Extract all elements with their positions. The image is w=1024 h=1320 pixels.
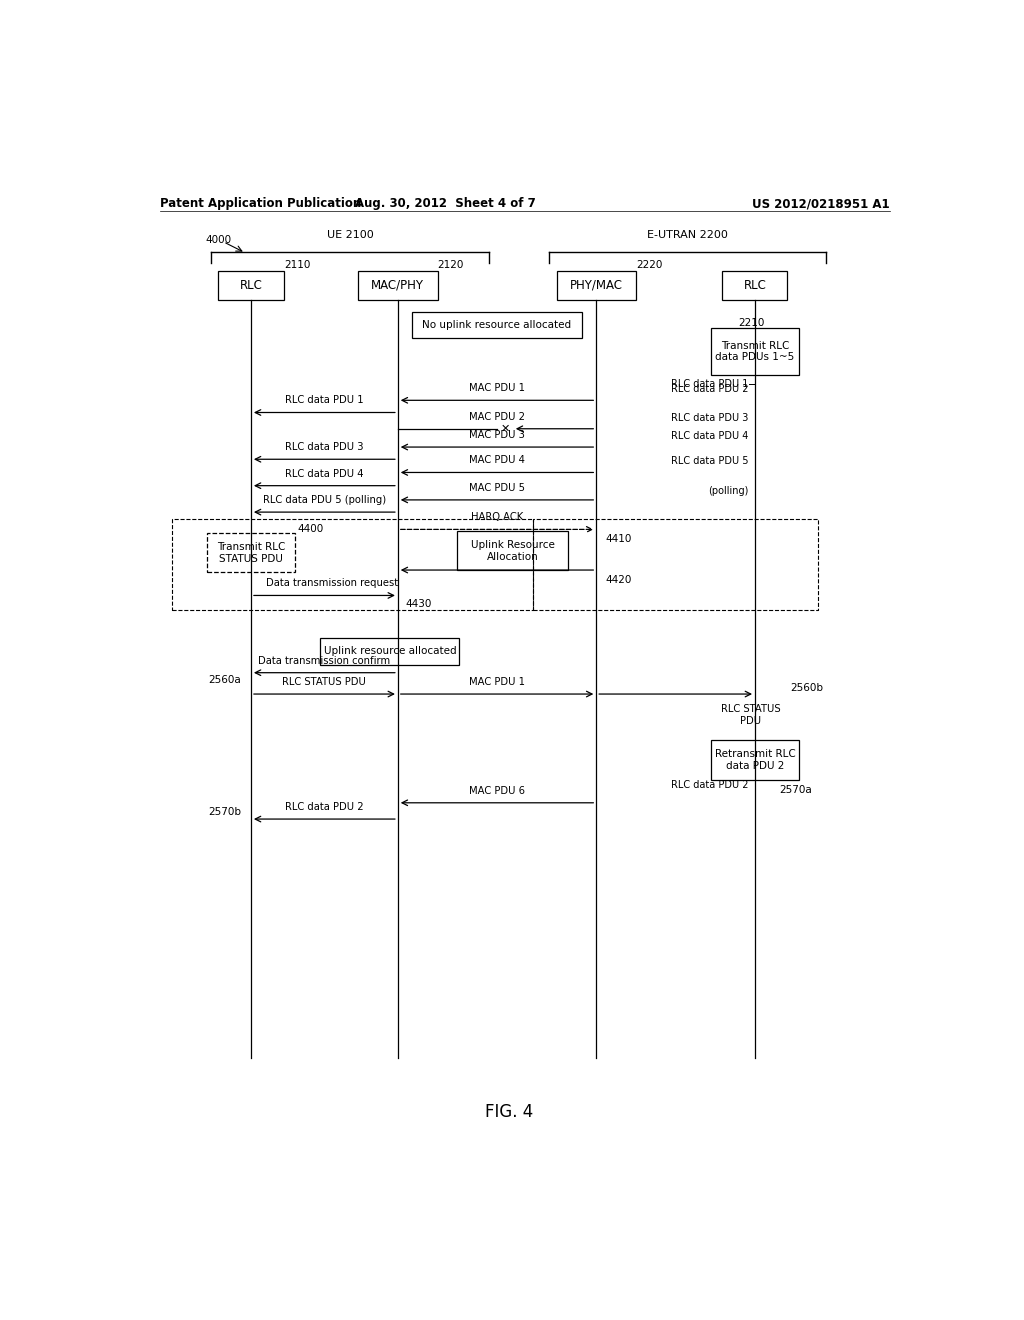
Text: Data transmission confirm: Data transmission confirm	[258, 656, 390, 665]
Bar	[218, 271, 284, 300]
Text: 2220: 2220	[636, 260, 663, 271]
Text: RLC data PDU 4: RLC data PDU 4	[671, 430, 749, 441]
Text: Retransmit RLC
data PDU 2: Retransmit RLC data PDU 2	[715, 750, 796, 771]
Text: MAC PDU 6: MAC PDU 6	[469, 785, 525, 796]
Text: MAC/PHY: MAC/PHY	[372, 279, 424, 292]
Text: Patent Application Publication: Patent Application Publication	[160, 197, 361, 210]
Text: ✕: ✕	[501, 424, 510, 434]
Text: 2560b: 2560b	[790, 682, 823, 693]
Text: 4410: 4410	[606, 535, 632, 544]
Text: E-UTRAN 2200: E-UTRAN 2200	[647, 230, 728, 240]
Text: 4430: 4430	[406, 598, 432, 609]
Bar	[358, 271, 437, 300]
Text: RLC data PDU 1: RLC data PDU 1	[285, 396, 364, 405]
Text: RLC data PDU 2: RLC data PDU 2	[671, 384, 749, 395]
Text: RLC STATUS
PDU: RLC STATUS PDU	[721, 704, 780, 726]
Bar	[458, 532, 568, 570]
Text: MAC PDU 3: MAC PDU 3	[469, 430, 525, 440]
Text: MAC PDU 1: MAC PDU 1	[469, 677, 525, 686]
Bar	[412, 312, 583, 338]
Text: 4400: 4400	[297, 524, 324, 535]
Text: 2110: 2110	[285, 260, 310, 271]
Text: MAC PDU 2: MAC PDU 2	[469, 412, 525, 421]
Bar	[712, 329, 799, 375]
Text: RLC STATUS PDU: RLC STATUS PDU	[283, 677, 367, 686]
Text: 2210: 2210	[737, 318, 764, 327]
Text: Aug. 30, 2012  Sheet 4 of 7: Aug. 30, 2012 Sheet 4 of 7	[355, 197, 536, 210]
Text: Uplink resource allocated: Uplink resource allocated	[324, 647, 457, 656]
Bar	[207, 533, 295, 572]
Text: MAC PDU 4: MAC PDU 4	[469, 455, 525, 466]
Text: Uplink Resource
Allocation: Uplink Resource Allocation	[471, 540, 555, 561]
Text: 2120: 2120	[437, 260, 464, 271]
Text: US 2012/0218951 A1: US 2012/0218951 A1	[753, 197, 890, 210]
Text: Transmit RLC
STATUS PDU: Transmit RLC STATUS PDU	[217, 543, 286, 564]
Text: HARQ ACK: HARQ ACK	[471, 512, 523, 523]
Bar	[556, 271, 636, 300]
Text: FIG. 4: FIG. 4	[484, 1102, 534, 1121]
Text: Transmit RLC
data PDUs 1~5: Transmit RLC data PDUs 1~5	[716, 341, 795, 362]
Text: MAC PDU 5: MAC PDU 5	[469, 483, 525, 492]
Text: RLC: RLC	[240, 279, 262, 292]
Text: 4000: 4000	[206, 235, 231, 244]
Text: PHY/MAC: PHY/MAC	[569, 279, 623, 292]
Text: RLC: RLC	[743, 279, 766, 292]
Text: RLC data PDU 3: RLC data PDU 3	[285, 442, 364, 453]
Text: Data transmission request: Data transmission request	[266, 578, 398, 589]
Text: RLC data PDU 4: RLC data PDU 4	[285, 469, 364, 479]
Text: 2570a: 2570a	[779, 784, 811, 795]
Bar	[722, 271, 787, 300]
Text: RLC data PDU 3: RLC data PDU 3	[671, 413, 749, 422]
Bar	[712, 739, 799, 780]
Text: MAC PDU 1: MAC PDU 1	[469, 383, 525, 393]
Text: 2570b: 2570b	[209, 807, 242, 817]
Text: UE 2100: UE 2100	[327, 230, 374, 240]
Text: (polling): (polling)	[709, 486, 749, 496]
Text: No uplink resource allocated: No uplink resource allocated	[423, 319, 571, 330]
Text: 4420: 4420	[606, 576, 632, 585]
Text: RLC data PDU 2: RLC data PDU 2	[671, 780, 749, 789]
Text: RLC data PDU 5 (polling): RLC data PDU 5 (polling)	[263, 495, 386, 506]
Text: RLC data PDU 2: RLC data PDU 2	[285, 803, 364, 812]
Bar	[321, 638, 460, 664]
Text: RLC data PDU 5: RLC data PDU 5	[671, 457, 749, 466]
Text: 2560a: 2560a	[209, 675, 242, 685]
Text: RLC data PDU 1: RLC data PDU 1	[671, 379, 749, 389]
